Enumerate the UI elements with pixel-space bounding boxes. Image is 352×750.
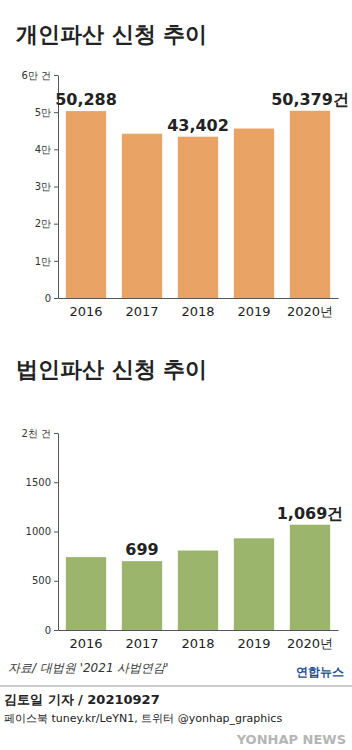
y-tick-mark [54,224,58,225]
chart-title: 개인파산 신청 추이 [16,22,207,47]
x-tick-label: 2019 [237,304,270,319]
footer: 자료/ 대법원 '2021 사법연감' 연합뉴스김토일 기자 / 20210927… [0,661,352,747]
y-tick: 1만 [35,256,58,267]
bars [66,111,330,298]
y-tick: 0 [45,293,58,304]
data-labels: 50,288 43,402 50,379건 [55,90,349,135]
x-tick-label: 2020년 [287,304,333,319]
bar [66,557,106,630]
x-axis-line [59,630,339,631]
x-axis-line [59,298,339,299]
bar [234,538,274,630]
y-tick-label: 1500 [26,477,51,488]
x-tick: 2019 [237,298,270,319]
y-tick-mark [54,298,58,299]
y-tick-label: 5만 [35,107,51,118]
source: 자료/ 대법원 '2021 사법연감' [8,661,169,675]
data-label: 1,069건 [277,504,344,523]
x-tick: 2020년 [287,630,333,651]
x-tick-label: 2017 [125,304,158,319]
x-tick-label: 2020년 [287,636,333,651]
y-tick-mark [54,187,58,188]
y-tick-label: 4만 [35,144,51,155]
y-tick: 500 [32,575,58,586]
y-tick: 6만 건 [21,70,58,81]
y-tick: 4만 [35,144,58,155]
x-axis: 2016 2017 2018 2019 2020년 [59,298,339,319]
y-tick: 0 [45,625,58,636]
x-tick-label: 2016 [69,636,102,651]
y-tick-mark [54,112,58,113]
y-tick-label: 500 [32,575,51,586]
y-tick-mark [54,581,58,582]
y-tick-mark [54,482,58,483]
x-tick: 2018 [181,630,214,651]
chart-title: 법인파산 신청 추이 [16,357,207,382]
x-tick: 2019 [237,630,270,651]
bar [178,137,218,298]
bars [66,525,330,630]
bar [234,129,274,298]
separator [0,686,352,687]
y-axis: 0 1만 2만 3만 4만 5만 6만 건 [21,70,58,304]
x-tick: 2020년 [287,298,333,319]
y-tick-mark [54,532,58,533]
social: 페이스북 tuney.kr/LeYN1, 트위터 @yonhap_graphic… [4,712,282,725]
y-tick-mark [54,433,58,434]
y-tick: 3만 [35,181,58,192]
bar [122,134,162,298]
background [0,0,352,750]
x-tick-label: 2019 [237,636,270,651]
y-tick-label: 0 [45,625,51,636]
x-tick: 2018 [181,298,214,319]
y-tick-label: 6만 건 [21,70,51,81]
x-tick: 2016 [69,298,102,319]
x-tick: 2016 [69,630,102,651]
watermark: YONHAP NEWS [236,732,346,747]
x-tick-label: 2017 [125,636,158,651]
logo: 연합뉴스 [296,665,344,679]
x-tick-label: 2016 [69,304,102,319]
bar [178,551,218,630]
x-tick-label: 2018 [181,636,214,651]
chart-1: 법인파산 신청 추이0500100015002천 건20162017201820… [16,357,343,651]
y-tick: 1500 [26,477,58,488]
y-tick-mark [54,630,58,631]
y-tick-label: 2천 건 [21,428,51,439]
data-label: 699 [125,540,158,559]
y-tick-label: 1만 [35,256,51,267]
y-tick-label: 2만 [35,218,51,229]
y-tick: 2만 [35,218,58,229]
y-tick: 1000 [26,526,58,537]
data-label: 50,379건 [271,90,349,109]
bar [290,111,330,298]
x-tick: 2017 [125,298,158,319]
x-tick: 2017 [125,630,158,651]
infographic: 개인파산 신청 추이01만2만3만4만5만6만 건201620172018201… [0,0,352,750]
bar [66,111,106,298]
data-labels: 699 1,069건 [125,504,343,559]
y-tick-label: 1000 [26,526,51,537]
y-axis: 0 500 1000 1500 2천 건 [21,428,58,636]
chart-0: 개인파산 신청 추이01만2만3만4만5만6만 건201620172018201… [16,22,349,319]
x-tick-label: 2018 [181,304,214,319]
data-label: 43,402 [167,116,229,135]
y-axis-line [58,434,59,631]
y-tick-label: 0 [45,293,51,304]
data-label: 50,288 [55,90,117,109]
y-tick-mark [54,149,58,150]
y-tick-label: 3만 [35,181,51,192]
chart-root: 개인파산 신청 추이01만2만3만4만5만6만 건201620172018201… [0,0,352,750]
byline: 김토일 기자 / 20210927 [4,692,160,707]
y-tick: 2천 건 [21,428,58,439]
y-tick-mark [54,75,58,76]
y-tick-mark [54,261,58,262]
x-axis: 2016 2017 2018 2019 2020년 [59,630,339,651]
bar [122,561,162,630]
bar [290,525,330,630]
